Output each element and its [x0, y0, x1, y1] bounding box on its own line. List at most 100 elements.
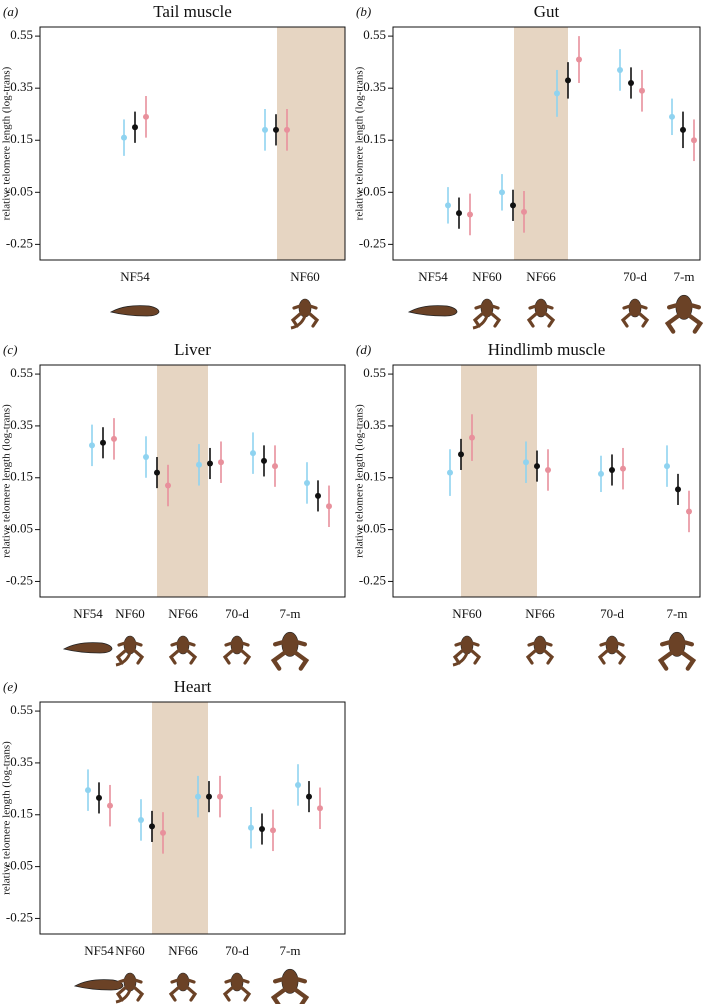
point [154, 469, 160, 476]
point [669, 113, 675, 120]
stage-icon [664, 294, 704, 334]
point [284, 126, 290, 133]
y-tick-label: -0.05 [6, 521, 33, 536]
point [447, 469, 453, 476]
x-tick-label: 7-m [280, 943, 301, 958]
y-tick-label: -0.25 [6, 572, 33, 587]
panel-title: Liver [174, 340, 211, 359]
point [628, 79, 634, 86]
y-tick-label: 0.35 [363, 417, 386, 432]
point [89, 442, 95, 449]
stage-icon [115, 635, 145, 667]
y-tick-label: -0.05 [359, 521, 386, 536]
point [196, 461, 202, 468]
stage-icon [222, 972, 252, 1002]
x-tick-label: NF60 [115, 606, 145, 621]
x-tick-label: NF60 [452, 606, 482, 621]
point [639, 87, 645, 94]
point [273, 126, 279, 133]
panel-label: (c) [3, 342, 17, 357]
stage-icon [452, 635, 482, 667]
frog-legs [115, 978, 145, 1002]
point [262, 126, 268, 133]
plot-frame [39, 26, 346, 261]
y-axis-label: relative telomere length (log-trans) [1, 741, 13, 895]
point [680, 126, 686, 133]
panel-title: Hindlimb muscle [488, 340, 606, 359]
x-tick-label: NF54 [418, 269, 448, 284]
point [315, 492, 321, 499]
point [248, 824, 254, 831]
stage-icon [168, 635, 198, 665]
frog-legs [657, 639, 697, 671]
stage-icon [270, 631, 310, 671]
stage-icon [620, 298, 650, 328]
point [317, 805, 323, 812]
y-tick-label: -0.25 [6, 235, 33, 250]
frog-legs [222, 641, 252, 665]
frog-legs [115, 641, 145, 665]
point [456, 210, 462, 217]
x-tick-label: NF60 [290, 269, 320, 284]
point [510, 202, 516, 209]
y-tick-label: 0.15 [363, 131, 386, 146]
frog-legs [472, 304, 502, 328]
y-tick-label: 0.55 [10, 702, 33, 717]
point [326, 503, 332, 510]
point [217, 793, 223, 800]
frog-legs [525, 641, 555, 665]
stage-icon [222, 635, 252, 665]
plot-frame [39, 364, 346, 598]
stage-icon [472, 298, 502, 330]
point [691, 137, 697, 144]
point [620, 465, 626, 472]
shaded-region [277, 27, 345, 260]
y-tick-label: 0.15 [10, 469, 33, 484]
y-tick-label: 0.55 [10, 27, 33, 42]
y-tick-label: 0.55 [10, 365, 33, 380]
x-tick-label: 70-d [600, 606, 624, 621]
point [304, 479, 310, 486]
panel-label: (e) [3, 679, 17, 694]
y-axis-label: relative telomere length (log-trans) [354, 66, 366, 220]
frog-legs [452, 641, 482, 665]
y-tick-label: 0.15 [10, 806, 33, 821]
x-tick-label: NF54 [73, 606, 103, 621]
x-tick-label: NF54 [120, 269, 150, 284]
tadpole [62, 642, 113, 654]
shaded-region [461, 365, 537, 597]
point [686, 508, 692, 515]
x-tick-label: 70-d [225, 943, 249, 958]
stage-icon [597, 635, 627, 665]
panel-title: Gut [534, 2, 560, 21]
tadpole [73, 979, 124, 991]
point [598, 470, 604, 477]
point [143, 113, 149, 120]
y-axis-label: relative telomere length (log-trans) [354, 404, 366, 558]
point [554, 90, 560, 97]
plot-frame [392, 364, 701, 598]
point [250, 450, 256, 457]
frog-legs [664, 302, 704, 334]
point [259, 826, 265, 833]
frog-legs [620, 304, 650, 328]
y-tick-label: 0.35 [363, 79, 386, 94]
point [165, 482, 171, 489]
shaded-region [152, 702, 208, 934]
stage-icon [526, 298, 556, 328]
stage-icon [168, 972, 198, 1002]
y-tick-label: -0.25 [6, 909, 33, 924]
stage-icon [525, 635, 555, 665]
x-tick-label: NF60 [472, 269, 502, 284]
point [207, 460, 213, 467]
panel-label: (b) [356, 4, 371, 19]
frog-legs [222, 978, 252, 1002]
point [111, 435, 117, 442]
point [445, 202, 451, 209]
frog-legs [270, 639, 310, 671]
point [100, 439, 106, 446]
panel-label: (d) [356, 342, 371, 357]
point [270, 827, 276, 834]
point [521, 208, 527, 215]
x-tick-label: NF54 [84, 943, 114, 958]
